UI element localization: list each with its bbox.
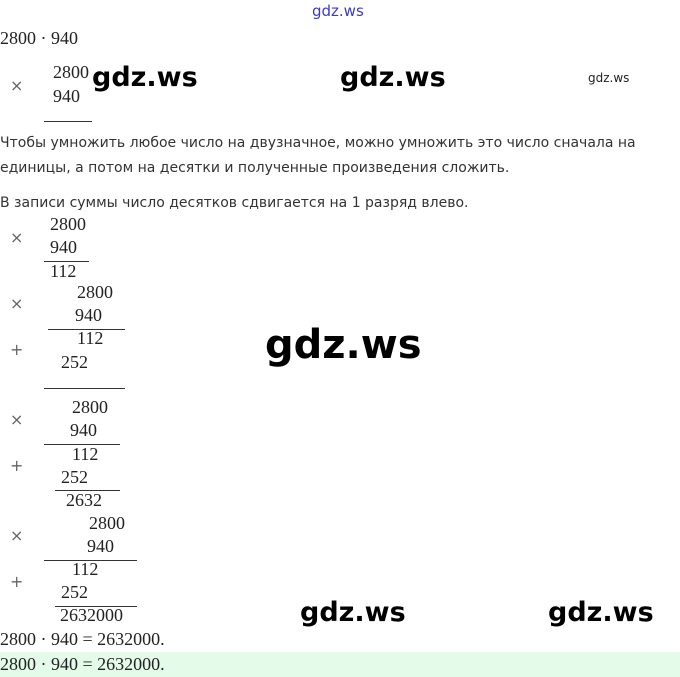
- partial-1: 112: [77, 328, 104, 348]
- watermark: gdz.ws: [92, 62, 198, 93]
- factor-1: 2800: [89, 513, 125, 533]
- answer-line: 2800 · 940 = 2632000.: [0, 654, 165, 674]
- times-sign: ×: [10, 526, 24, 545]
- partial-sum: 2632: [66, 490, 102, 510]
- rule: [44, 261, 89, 262]
- factor-2: 940: [70, 420, 97, 440]
- partial-2: 252: [61, 582, 88, 602]
- answer-highlight: [0, 652, 680, 677]
- watermark: gdz.ws: [340, 62, 446, 93]
- factor-1: 2800: [77, 282, 113, 302]
- plus-sign: +: [10, 456, 24, 475]
- watermark: gdz.ws: [588, 71, 630, 85]
- times-sign: ×: [10, 228, 24, 247]
- rule: [44, 444, 120, 445]
- watermark-top: gdz.ws: [312, 2, 364, 20]
- result-line: 2800 · 940 = 2632000.: [0, 629, 165, 649]
- factor-1: 2800: [50, 214, 86, 234]
- factor-2: 940: [50, 237, 77, 257]
- product: 2632000: [60, 605, 123, 625]
- explanation-text: Чтобы умножить любое число на двузначное…: [0, 135, 636, 176]
- expression: 2800 · 940: [0, 28, 78, 48]
- factor-1: 2800: [53, 62, 89, 82]
- partial-2: 252: [61, 467, 88, 487]
- times-sign: ×: [10, 294, 24, 313]
- factor-2: 940: [75, 305, 102, 325]
- factor-2: 940: [87, 536, 114, 556]
- rule: [44, 388, 125, 389]
- shift-text: В записи суммы число десятков сдвигается…: [0, 195, 469, 211]
- times-sign: ×: [10, 76, 24, 95]
- factor-2: 940: [53, 86, 80, 106]
- factor-1: 2800: [72, 397, 108, 417]
- rule: [55, 490, 120, 491]
- partial-1: 112: [72, 559, 99, 579]
- plus-sign: +: [10, 572, 24, 591]
- partial-1: 112: [72, 444, 99, 464]
- watermark: gdz.ws: [265, 322, 422, 368]
- rule: [48, 329, 125, 330]
- times-sign: ×: [10, 410, 24, 429]
- watermark: gdz.ws: [300, 597, 406, 628]
- watermark: gdz.ws: [548, 597, 654, 628]
- rule: [44, 560, 137, 561]
- rule: [44, 121, 92, 122]
- rule: [55, 606, 137, 607]
- partial-2: 252: [61, 352, 88, 372]
- plus-sign: +: [10, 340, 24, 359]
- partial-1: 112: [50, 261, 77, 281]
